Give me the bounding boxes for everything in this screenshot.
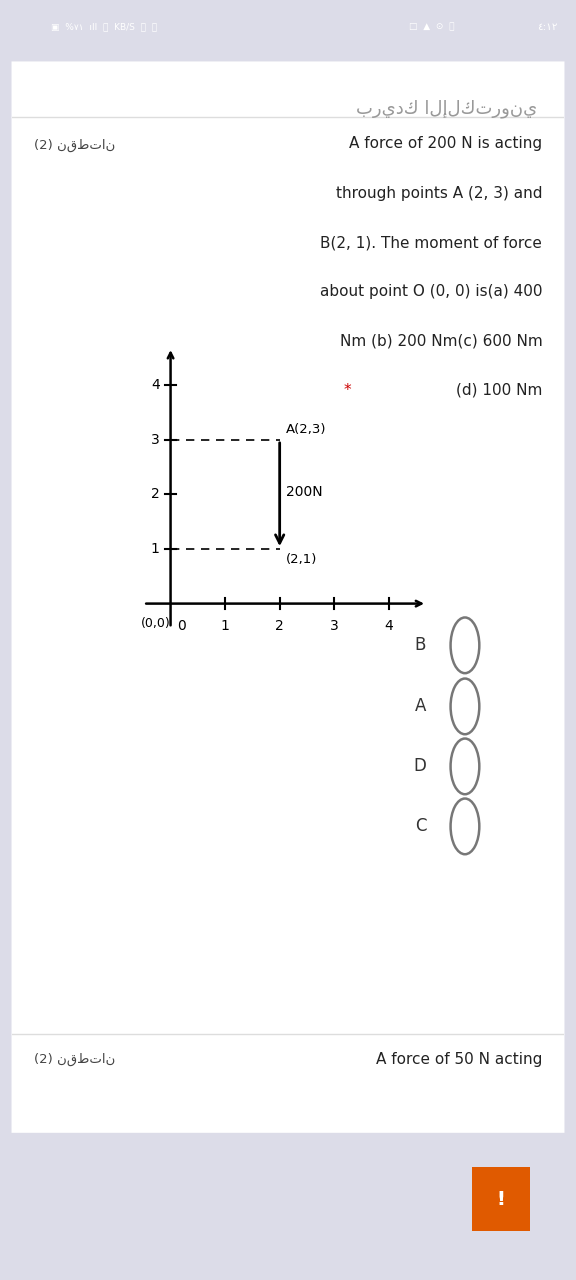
Text: A force of 50 N acting: A force of 50 N acting [376,1052,543,1068]
Text: !: ! [497,1190,506,1208]
Text: 4: 4 [384,618,393,632]
Text: 200N: 200N [286,485,323,499]
Text: A: A [415,698,426,716]
Text: (2) نقطتان: (2) نقطتان [33,138,115,152]
Text: A force of 200 N is acting: A force of 200 N is acting [349,137,543,151]
Text: B: B [415,636,426,654]
Text: *: * [343,383,351,398]
Text: (0,0): (0,0) [141,617,170,630]
Text: A(2,3): A(2,3) [286,422,327,435]
Text: D: D [414,758,426,776]
Text: 2: 2 [275,618,284,632]
Text: □  ▲  ⊙  🎤: □ ▲ ⊙ 🎤 [410,22,454,31]
Text: 2: 2 [151,488,160,502]
Text: about point O (0, 0) is(a) 400: about point O (0, 0) is(a) 400 [320,284,543,300]
Text: 3: 3 [330,618,339,632]
Text: !: ! [497,1190,506,1208]
Text: 0: 0 [177,618,186,632]
Text: B(2, 1). The moment of force: B(2, 1). The moment of force [320,236,543,250]
Text: 1: 1 [151,541,160,556]
Text: through points A (2, 3) and: through points A (2, 3) and [336,186,543,201]
Text: بريدك الإلكتروني: بريدك الإلكتروني [355,99,537,118]
FancyBboxPatch shape [12,61,564,1133]
Text: (2) نقطتان: (2) نقطتان [33,1052,115,1066]
Text: C: C [415,818,426,836]
Text: (d) 100 Nm: (d) 100 Nm [456,383,543,398]
Text: 1: 1 [221,618,230,632]
Text: (2,1): (2,1) [286,553,317,567]
Text: ▣  %٧١  ıll  ᯤ  KB/S  🔔  🎧: ▣ %٧١ ıll ᯤ KB/S 🔔 🎧 [51,22,157,31]
Text: ٤:١٢: ٤:١٢ [537,22,558,32]
Text: 4: 4 [151,379,160,393]
Text: 3: 3 [151,433,160,447]
FancyBboxPatch shape [467,1161,536,1238]
Text: Nm (b) 200 Nm(c) 600 Nm: Nm (b) 200 Nm(c) 600 Nm [340,334,543,348]
